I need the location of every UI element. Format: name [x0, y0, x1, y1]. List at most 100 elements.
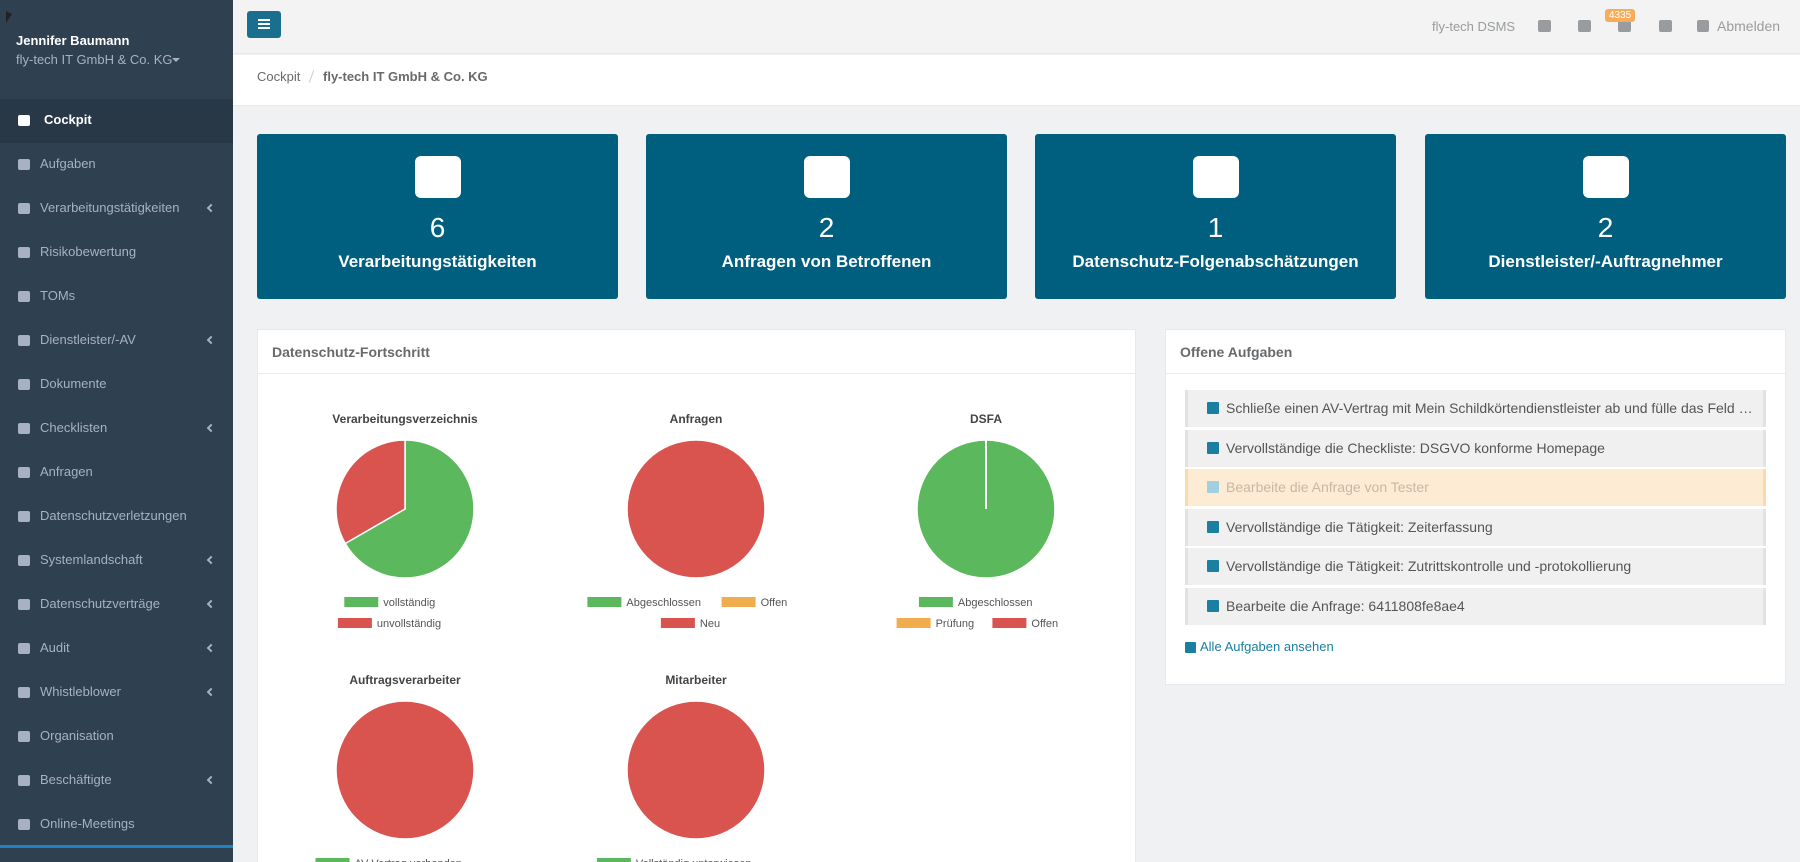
task-text: Schließe einen AV-Vertrag mit Mein Schil… — [1226, 400, 1756, 416]
card-value: 6 — [429, 212, 446, 243]
nav-label: Verarbeitungstätigkeiten — [40, 200, 180, 215]
panel-divider — [1166, 373, 1785, 374]
nav-item[interactable]: Verarbeitungstätigkeiten — [0, 187, 233, 231]
card-label: Dienstleister/-Auftragnehmer — [1488, 252, 1723, 271]
nav-label: Risikobewertung — [40, 244, 137, 259]
icon — [18, 335, 30, 346]
breadcrumb-item[interactable]: Cockpit — [257, 69, 301, 84]
icon — [18, 511, 30, 522]
nav-label: Checklisten — [40, 420, 108, 435]
nav-label: Dokumente — [40, 376, 107, 391]
task-item[interactable]: Vervollständige die Tätigkeit: Zutrittsk… — [1185, 548, 1766, 585]
card-label: Anfragen von Betroffenen — [721, 252, 932, 271]
nav-label: TOMs — [40, 288, 76, 303]
caret — [172, 58, 180, 62]
icon — [18, 247, 30, 258]
nav-caret — [206, 687, 216, 697]
nav-item[interactable]: Cockpit — [0, 99, 233, 143]
user-name: Jennifer Baumann — [16, 33, 130, 48]
nav-label: Whistleblower — [40, 684, 121, 699]
nav-item[interactable]: Datenschutzverträge — [0, 583, 233, 627]
nav-caret — [206, 335, 216, 345]
nav-item[interactable]: Systemlandschaft — [0, 539, 233, 583]
task-item[interactable]: Bearbeite die Anfrage: 6411808fe8ae4 — [1185, 587, 1766, 625]
topbar: fly-tech DSMS 4335 Abmelden — [233, 0, 1800, 60]
badge: 4335 — [1605, 9, 1636, 22]
icon — [1207, 560, 1219, 572]
card-label: Verarbeitungstätigkeiten — [338, 252, 537, 271]
icon — [18, 159, 30, 170]
nav-item[interactable]: Risikobewertung — [0, 231, 233, 275]
task-text: Vervollständige die Tätigkeit: Zutrittsk… — [1226, 558, 1632, 574]
stat-card[interactable]: 2 Dienstleister/-Auftragnehmer — [1425, 134, 1786, 299]
tasks-panel: Offene Aufgaben Schließe einen AV-Vertrag… — [1165, 329, 1786, 685]
icon — [18, 467, 30, 478]
stat-card[interactable]: 1 Datenschutz-Folgenabschätzungen — [1035, 134, 1396, 299]
nav-label: Datenschutzverträge — [40, 596, 160, 611]
nav-item[interactable]: Online-Meetings — [0, 803, 233, 847]
product-link[interactable]: fly-tech DSMS — [1432, 19, 1516, 34]
task-text: Bearbeite die Anfrage von Tester — [1226, 479, 1429, 495]
nav-item[interactable]: Anfragen — [0, 451, 233, 495]
icon — [18, 599, 30, 610]
nav-item[interactable]: Datenschutzverletzungen — [0, 495, 233, 539]
icon — [18, 423, 30, 434]
icon — [1207, 520, 1219, 533]
task-item[interactable]: Vervollständige die Checkliste: DSGVO ko… — [1185, 429, 1766, 467]
nav-item[interactable]: Dokumente — [0, 363, 233, 407]
panel-divider — [258, 373, 1135, 374]
nav-item[interactable]: Whistleblower — [0, 671, 233, 715]
nav-item[interactable]: Audit — [0, 627, 233, 671]
nav-item[interactable]: Dienstleister/-AV — [0, 319, 233, 363]
nav-caret — [206, 599, 216, 609]
stat-card[interactable]: 6 Verarbeitungstätigkeiten — [257, 134, 618, 299]
nav-item[interactable]: Checklisten — [0, 407, 233, 451]
breadcrumb-item: fly-tech IT GmbH & Co. KG — [323, 69, 488, 84]
icon — [18, 731, 30, 742]
icon — [804, 156, 850, 198]
breadcrumb-bar: Cockpit fly-tech IT GmbH & Co. KG — [233, 55, 1800, 106]
stat-card[interactable]: 2 Anfragen von Betroffenen — [646, 134, 1007, 299]
icon — [1538, 20, 1551, 32]
nav-label: Datenschutzverletzungen — [40, 508, 187, 523]
task-text: Bearbeite die Anfrage: 6411808fe8ae4 — [1226, 597, 1465, 614]
nav-caret — [206, 203, 216, 213]
icon — [1207, 441, 1219, 454]
icon — [18, 775, 30, 786]
menu-bar — [258, 19, 270, 21]
nav-label: Organisation — [40, 728, 114, 743]
task-item[interactable]: Bearbeite die Anfrage von Tester — [1185, 469, 1766, 506]
icon — [1578, 20, 1591, 32]
icon — [18, 643, 30, 654]
icon — [18, 203, 30, 214]
menu-button[interactable] — [247, 11, 281, 38]
task-text: Vervollständige die Checkliste: DSGVO ko… — [1226, 439, 1605, 456]
nav-item[interactable]: Organisation — [0, 715, 233, 759]
icon — [1193, 156, 1239, 198]
nav-caret — [206, 775, 216, 785]
mouse-cursor — [6, 11, 12, 23]
icon — [18, 379, 30, 390]
nav-item[interactable]: TOMs — [0, 275, 233, 319]
icon — [1697, 20, 1709, 32]
nav-label: Dienstleister/-AV — [40, 332, 136, 347]
nav-label: Anfragen — [40, 464, 93, 479]
task-item[interactable]: Vervollständige die Tätigkeit: Zeiterfas… — [1185, 508, 1766, 546]
card-value: 2 — [1597, 212, 1614, 243]
icon — [1185, 642, 1196, 653]
card-value: 2 — [818, 212, 835, 243]
all-tasks-link[interactable]: Alle Aufgaben ansehen — [1200, 639, 1334, 654]
logout-link[interactable]: Abmelden — [1717, 18, 1781, 34]
nav-label: Beschäftigte — [40, 772, 112, 787]
icon — [1207, 599, 1219, 612]
sidebar: Jennifer Baumann fly-tech IT GmbH & Co. K… — [0, 0, 233, 862]
nav-caret — [206, 643, 216, 653]
nav-item[interactable]: Aufgaben — [0, 143, 233, 187]
company-name[interactable]: fly-tech IT GmbH & Co. KG — [16, 52, 173, 67]
task-item[interactable]: Schließe einen AV-Vertrag mit Mein Schil… — [1185, 390, 1766, 427]
nav-label: Online-Meetings — [40, 816, 135, 831]
icon — [1659, 20, 1672, 32]
nav-item[interactable]: Beschäftigte — [0, 759, 233, 803]
